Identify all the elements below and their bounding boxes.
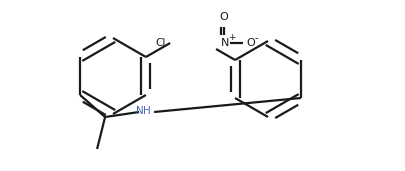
Text: -: - bbox=[254, 33, 258, 43]
Text: O: O bbox=[246, 38, 255, 48]
Text: Cl: Cl bbox=[156, 38, 166, 48]
Text: O: O bbox=[220, 12, 228, 22]
Text: +: + bbox=[228, 34, 236, 43]
Text: N: N bbox=[221, 38, 229, 48]
Text: N: N bbox=[136, 106, 144, 116]
Text: H: H bbox=[143, 106, 151, 116]
